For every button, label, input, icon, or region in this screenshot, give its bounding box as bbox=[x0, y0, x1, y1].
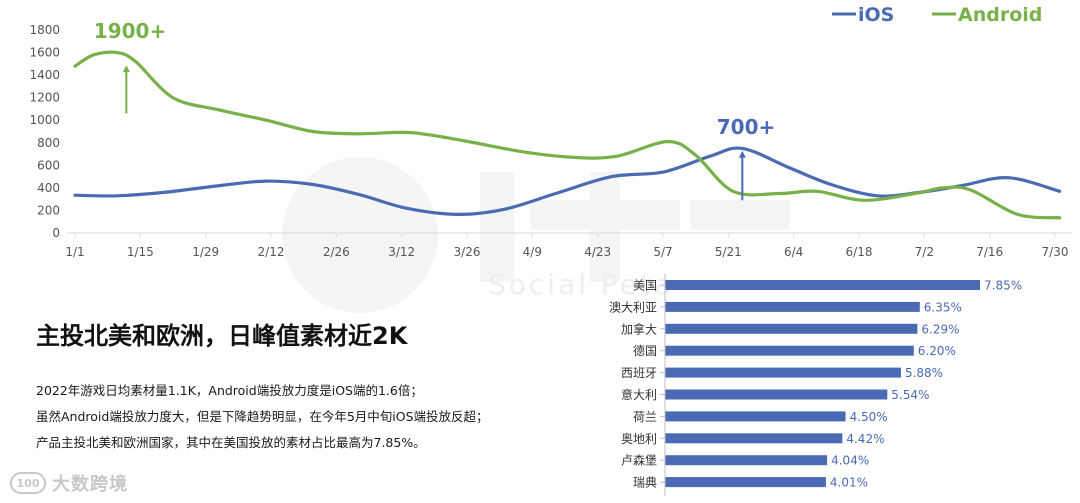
value-label: 6.29% bbox=[921, 322, 959, 336]
x-tick-label: 2/12 bbox=[258, 245, 285, 259]
y-tick-label: 1000 bbox=[29, 113, 60, 127]
body-line: 2022年游戏日均素材量1.1K，Android端投放力度是iOS端的1.6倍； bbox=[36, 383, 423, 398]
bar bbox=[665, 367, 901, 378]
x-tick-label: 1/29 bbox=[192, 245, 219, 259]
value-label: 4.04% bbox=[831, 454, 869, 468]
category-label: 奥地利 bbox=[621, 432, 657, 446]
x-tick-label: 1/15 bbox=[127, 245, 154, 259]
bar bbox=[665, 301, 920, 312]
y-tick-label: 1600 bbox=[29, 46, 60, 60]
annotation-label: 700+ bbox=[717, 115, 776, 139]
annotation-label: 1900+ bbox=[94, 19, 166, 43]
category-label: 西班牙 bbox=[621, 366, 657, 380]
category-label: 意大利 bbox=[621, 387, 657, 402]
x-tick-label: 3/26 bbox=[454, 245, 481, 259]
x-tick-label: 5/21 bbox=[715, 245, 742, 259]
annotation-arrowhead bbox=[122, 65, 130, 73]
legend-label: Android bbox=[958, 4, 1042, 26]
bar bbox=[665, 411, 846, 422]
y-tick-label: 1200 bbox=[29, 91, 60, 105]
category-label: 卢森堡 bbox=[621, 453, 657, 468]
bar bbox=[665, 477, 826, 488]
x-tick-label: 4/23 bbox=[584, 245, 611, 259]
x-tick-label: 7/16 bbox=[976, 245, 1003, 259]
x-tick-label: 3/12 bbox=[388, 245, 415, 259]
brand-logo-text: 大数跨境 bbox=[52, 474, 128, 495]
x-tick-label: 4/9 bbox=[523, 245, 542, 259]
category-label: 美国 bbox=[633, 279, 657, 293]
value-label: 4.42% bbox=[846, 432, 884, 446]
x-tick-label: 6/18 bbox=[846, 245, 873, 259]
brand-logo: 100 大数跨境 bbox=[10, 470, 128, 496]
category-label: 荷兰 bbox=[633, 410, 657, 424]
bar bbox=[665, 345, 914, 356]
y-tick-label: 400 bbox=[37, 181, 60, 195]
bar-chart: 美国 7.85% 澳大利亚 6.35% 加拿大 6.29% 德国 6.20% 西班牙 5.88% 意… bbox=[609, 274, 1022, 496]
bar bbox=[665, 280, 980, 290]
legend-label: iOS bbox=[858, 4, 894, 26]
y-tick-label: 0 bbox=[52, 226, 60, 240]
value-label: 4.50% bbox=[850, 410, 888, 424]
value-label: 6.20% bbox=[918, 344, 956, 358]
value-label: 6.35% bbox=[924, 300, 962, 314]
bar bbox=[665, 455, 828, 466]
value-label: 7.85% bbox=[984, 279, 1022, 293]
y-tick-label: 600 bbox=[37, 158, 60, 172]
series-line-android bbox=[73, 50, 1062, 220]
category-label: 澳大利亚 bbox=[609, 300, 657, 314]
value-label: 5.88% bbox=[905, 366, 943, 380]
bar bbox=[665, 323, 918, 334]
y-tick-label: 800 bbox=[37, 136, 60, 150]
annotation-arrowhead bbox=[738, 150, 746, 158]
value-label: 5.54% bbox=[891, 388, 929, 402]
x-tick-label: 1/1 bbox=[65, 245, 84, 259]
y-tick-label: 1800 bbox=[29, 23, 60, 37]
x-tick-label: 2/26 bbox=[323, 245, 350, 259]
line-chart: 0 200 400 600 800 1000 1200 1400 1600 1800 1/1 1/15… bbox=[29, 4, 1072, 259]
bar bbox=[665, 433, 843, 444]
category-label: 加拿大 bbox=[621, 321, 657, 336]
x-tick-label: 5/7 bbox=[653, 245, 672, 259]
value-label: 4.01% bbox=[830, 476, 868, 490]
body-line: 产品主投北美和欧洲国家，其中在美国投放的素材占比最高为7.85%。 bbox=[36, 435, 426, 450]
y-tick-label: 200 bbox=[37, 203, 60, 217]
x-tick-label: 7/2 bbox=[915, 245, 934, 259]
body-text: 2022年游戏日均素材量1.1K，Android端投放力度是iOS端的1.6倍；… bbox=[36, 378, 596, 456]
dashu-logo-icon: 100 bbox=[10, 472, 46, 494]
category-label: 瑞典 bbox=[633, 476, 657, 490]
y-tick-label: 1400 bbox=[29, 68, 60, 82]
headline: 主投北美和欧洲，日峰值素材近2K bbox=[36, 322, 408, 350]
x-tick-label: 6/4 bbox=[784, 245, 803, 259]
category-label: 德国 bbox=[633, 343, 657, 358]
bar bbox=[665, 389, 888, 400]
body-line: 虽然Android端投放力度大，但是下降趋势明显，在今年5月中旬iOS端投放反超… bbox=[36, 409, 489, 424]
x-tick-label: 7/30 bbox=[1042, 245, 1069, 259]
